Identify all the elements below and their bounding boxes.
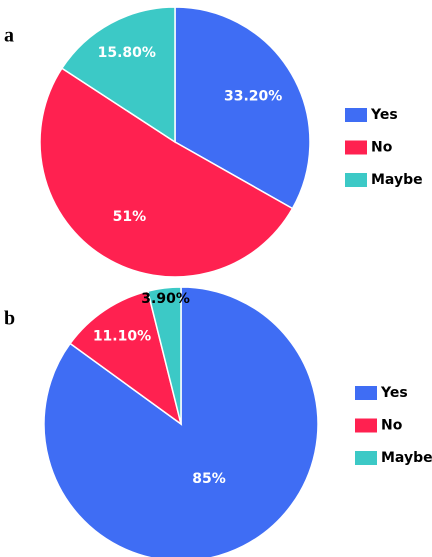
- pie-slice: [69, 290, 183, 426]
- legend-swatch: [355, 386, 377, 400]
- legend-swatch: [345, 173, 367, 187]
- data-label: 51%: [113, 209, 147, 225]
- legend-swatch: [355, 451, 377, 465]
- legend-label: Yes: [380, 385, 408, 401]
- panel-label: b: [4, 308, 15, 330]
- pie-slice: [174, 6, 311, 210]
- data-label: 3.90%: [141, 291, 190, 307]
- data-label: 33.20%: [224, 88, 282, 104]
- data-label: 15.80%: [98, 45, 156, 61]
- legend-swatch: [345, 108, 367, 122]
- data-label: 11.10%: [93, 329, 151, 345]
- pie-slice: [43, 286, 319, 557]
- panel-label: a: [4, 25, 14, 47]
- pie-slice: [60, 6, 176, 144]
- pie-slice: [39, 67, 294, 278]
- legend-swatch: [355, 418, 377, 433]
- legend-label: Yes: [370, 107, 398, 123]
- legend-swatch: [345, 140, 367, 155]
- legend-label: No: [371, 140, 393, 156]
- pie-slice: [146, 286, 182, 425]
- legend-label: Maybe: [381, 450, 432, 466]
- data-label: 85%: [192, 471, 226, 487]
- legend-label: Maybe: [371, 172, 423, 188]
- legend-label: No: [381, 418, 403, 434]
